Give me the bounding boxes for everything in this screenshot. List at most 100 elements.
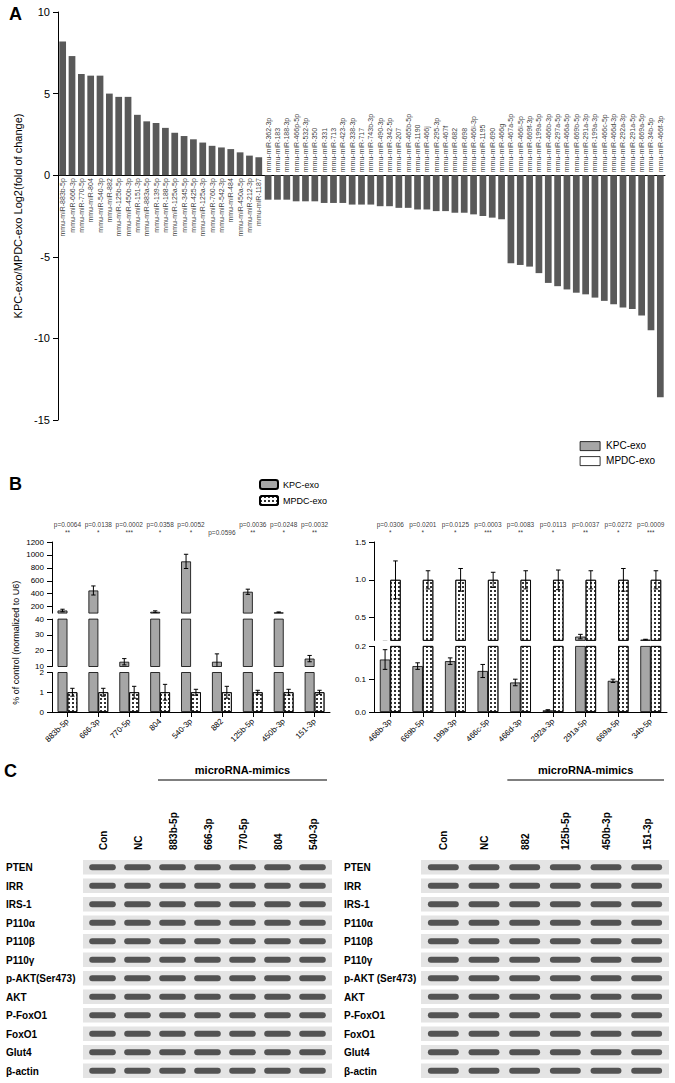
- svg-text:P110β: P110β: [6, 936, 35, 947]
- svg-text:B: B: [9, 474, 22, 494]
- svg-text:450b-3p: 450b-3p: [601, 812, 612, 850]
- svg-text:mmu-miR-199a-5p: mmu-miR-199a-5p: [535, 114, 543, 172]
- svg-text:p=0.0064: p=0.0064: [54, 521, 82, 529]
- svg-text:microRNA-mimics: microRNA-mimics: [538, 764, 633, 776]
- svg-text:1.0: 1.0: [355, 575, 367, 584]
- svg-text:mmu-miR-713: mmu-miR-713: [330, 128, 337, 172]
- svg-text:mmu-miR-490-3p: mmu-miR-490-3p: [377, 118, 385, 173]
- svg-text:mmu-miR-804: mmu-miR-804: [87, 178, 94, 222]
- svg-text:770-5p: 770-5p: [238, 818, 249, 850]
- svg-text:1000: 1000: [26, 550, 44, 559]
- svg-text:mmu-miR-682: mmu-miR-682: [451, 128, 458, 172]
- svg-text:mmu-miR-540-3p: mmu-miR-540-3p: [97, 178, 105, 233]
- svg-text:p=0.0272: p=0.0272: [605, 521, 633, 529]
- svg-text:mmu-miR-466b-3p: mmu-miR-466b-3p: [545, 114, 553, 172]
- svg-text:***: ***: [125, 529, 133, 536]
- svg-text:mmu-miR-450b-3p: mmu-miR-450b-3p: [125, 178, 133, 236]
- svg-text:mmu-miR-532-3p: mmu-miR-532-3p: [302, 118, 310, 173]
- svg-text:p=0.0125: p=0.0125: [442, 521, 470, 529]
- svg-text:540-3p: 540-3p: [170, 716, 194, 740]
- svg-text:mmu-miR-542-3p: mmu-miR-542-3p: [218, 178, 226, 233]
- svg-text:125b-5p: 125b-5p: [560, 812, 571, 850]
- svg-text:**: **: [312, 529, 318, 536]
- svg-text:0.2: 0.2: [355, 642, 367, 651]
- svg-text:P110α: P110α: [6, 918, 36, 929]
- svg-text:882: 882: [520, 833, 531, 850]
- svg-text:466d-3p: 466d-3p: [497, 716, 524, 743]
- svg-text:291a-5p: 291a-5p: [562, 716, 589, 743]
- svg-text:mmu-miR-125a-3p: mmu-miR-125a-3p: [199, 178, 207, 236]
- svg-text:p-AKT (Ser473): p-AKT (Ser473): [344, 973, 416, 984]
- svg-text:mmu-miR-425-5p: mmu-miR-425-5p: [190, 178, 198, 233]
- svg-text:804: 804: [273, 833, 284, 850]
- svg-text:mmu-miR-345-5p: mmu-miR-345-5p: [181, 178, 189, 233]
- svg-text:mmu-miR-467f: mmu-miR-467f: [442, 126, 449, 172]
- svg-text:***: ***: [647, 529, 655, 536]
- svg-text:mmu-miR-450a-5p: mmu-miR-450a-5p: [237, 178, 245, 236]
- svg-text:AKT: AKT: [344, 992, 365, 1003]
- svg-text:mmu-miR-466g: mmu-miR-466g: [498, 124, 506, 172]
- svg-text:mmu-miR-125a-5p: mmu-miR-125a-5p: [171, 178, 179, 236]
- svg-text:mmu-miR-183: mmu-miR-183: [274, 128, 281, 172]
- svg-text:mmu-miR-34b-5p: mmu-miR-34b-5p: [647, 118, 655, 173]
- svg-text:*: *: [389, 529, 392, 536]
- svg-text:0: 0: [44, 169, 50, 181]
- svg-text:P110α: P110α: [344, 918, 374, 929]
- svg-text:AKT: AKT: [6, 992, 27, 1003]
- svg-text:800: 800: [31, 563, 45, 572]
- svg-text:mmu-miR-139-5p: mmu-miR-139-5p: [153, 178, 161, 233]
- svg-text:mmu-miR-770-5p: mmu-miR-770-5p: [78, 178, 86, 233]
- svg-text:***: ***: [484, 529, 492, 536]
- svg-text:804: 804: [148, 716, 164, 732]
- svg-text:10: 10: [35, 662, 44, 671]
- svg-text:1200: 1200: [26, 538, 44, 547]
- svg-text:p=0.0003: p=0.0003: [474, 521, 502, 529]
- svg-text:0: 0: [40, 708, 45, 717]
- svg-text:mmu-miR-338-3p: mmu-miR-338-3p: [349, 118, 357, 173]
- svg-text:669a-5p: 669a-5p: [594, 716, 621, 743]
- svg-text:-5: -5: [40, 251, 50, 263]
- svg-text:400: 400: [31, 589, 45, 598]
- svg-text:666-3p: 666-3p: [203, 818, 214, 850]
- svg-text:669b-5p: 669b-5p: [399, 716, 426, 743]
- svg-text:C: C: [4, 761, 17, 781]
- svg-text:mmu-miR-717: mmu-miR-717: [358, 128, 365, 172]
- svg-text:mmu-miR-883b-5p: mmu-miR-883b-5p: [59, 178, 67, 236]
- svg-text:mmu-miR-362-3p: mmu-miR-362-3p: [265, 118, 273, 173]
- svg-text:5: 5: [44, 88, 50, 100]
- svg-text:mmu-miR-666-3p: mmu-miR-666-3p: [69, 178, 77, 233]
- svg-text:40: 40: [35, 615, 44, 624]
- svg-text:1: 1: [40, 688, 45, 697]
- svg-text:1.5: 1.5: [355, 538, 367, 547]
- svg-text:20: 20: [35, 646, 44, 655]
- svg-text:mmu-miR-760-3p: mmu-miR-760-3p: [209, 178, 217, 233]
- svg-text:-10: -10: [34, 332, 50, 344]
- svg-text:MPDC-exo: MPDC-exo: [283, 496, 327, 506]
- svg-text:p=0.0009: p=0.0009: [637, 521, 665, 529]
- svg-text:mmu-miR-690: mmu-miR-690: [489, 128, 496, 172]
- svg-text:34b-5p: 34b-5p: [630, 716, 654, 740]
- svg-text:microRNA-mimics: microRNA-mimics: [195, 764, 290, 776]
- svg-text:β-actin: β-actin: [6, 1066, 39, 1077]
- svg-text:MPDC-exo: MPDC-exo: [606, 455, 655, 466]
- svg-text:**: **: [250, 529, 256, 536]
- svg-text:mmu-miR-151-3p: mmu-miR-151-3p: [134, 178, 142, 233]
- svg-text:mmu-miR-698: mmu-miR-698: [461, 128, 468, 172]
- svg-text:mmu-miR-669f-3p: mmu-miR-669f-3p: [526, 116, 534, 173]
- svg-text:p=0.0052: p=0.0052: [177, 521, 205, 529]
- svg-text:p-AKT(Ser473): p-AKT(Ser473): [6, 973, 75, 984]
- svg-text:mmu-miR-669a-5p: mmu-miR-669a-5p: [638, 114, 646, 172]
- svg-text:mmu-miR-743b-3p: mmu-miR-743b-3p: [367, 114, 375, 172]
- svg-text:P110γ: P110γ: [344, 955, 373, 966]
- svg-text:mmu-miR-292a-3p: mmu-miR-292a-3p: [619, 114, 627, 172]
- svg-text:-15: -15: [34, 414, 50, 426]
- svg-text:*: *: [282, 529, 285, 536]
- svg-text:NC: NC: [133, 836, 144, 850]
- svg-text:*: *: [422, 529, 425, 536]
- svg-text:PTEN: PTEN: [344, 862, 371, 873]
- svg-text:10: 10: [38, 6, 50, 18]
- svg-text:p=0.0002: p=0.0002: [116, 521, 144, 529]
- svg-text:p=0.0083: p=0.0083: [507, 521, 535, 529]
- svg-text:30: 30: [35, 630, 44, 639]
- svg-text:mmu-miR-466i-5p: mmu-miR-466i-5p: [517, 116, 525, 172]
